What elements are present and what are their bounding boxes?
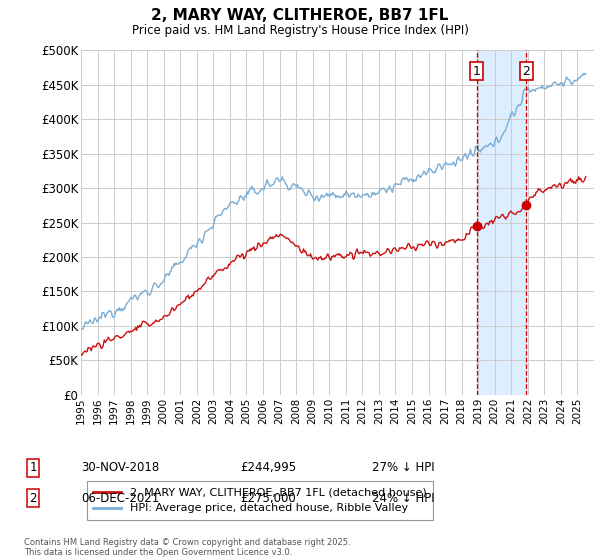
Text: 2: 2 (29, 492, 37, 505)
Text: 2, MARY WAY, CLITHEROE, BB7 1FL: 2, MARY WAY, CLITHEROE, BB7 1FL (151, 8, 449, 24)
Text: 1: 1 (473, 64, 481, 78)
Bar (477, 50, 526, 395)
Text: 27% ↓ HPI: 27% ↓ HPI (372, 461, 434, 474)
Text: 24% ↓ HPI: 24% ↓ HPI (372, 492, 434, 505)
Text: 1: 1 (29, 461, 37, 474)
Legend: 2, MARY WAY, CLITHEROE, BB7 1FL (detached house), HPI: Average price, detached h: 2, MARY WAY, CLITHEROE, BB7 1FL (detache… (86, 481, 433, 520)
Text: £244,995: £244,995 (240, 461, 296, 474)
Text: Price paid vs. HM Land Registry's House Price Index (HPI): Price paid vs. HM Land Registry's House … (131, 24, 469, 36)
Text: Contains HM Land Registry data © Crown copyright and database right 2025.
This d: Contains HM Land Registry data © Crown c… (24, 538, 350, 557)
Text: £275,000: £275,000 (240, 492, 296, 505)
Text: 30-NOV-2018: 30-NOV-2018 (81, 461, 159, 474)
Text: 06-DEC-2021: 06-DEC-2021 (81, 492, 159, 505)
Text: 2: 2 (523, 64, 530, 78)
